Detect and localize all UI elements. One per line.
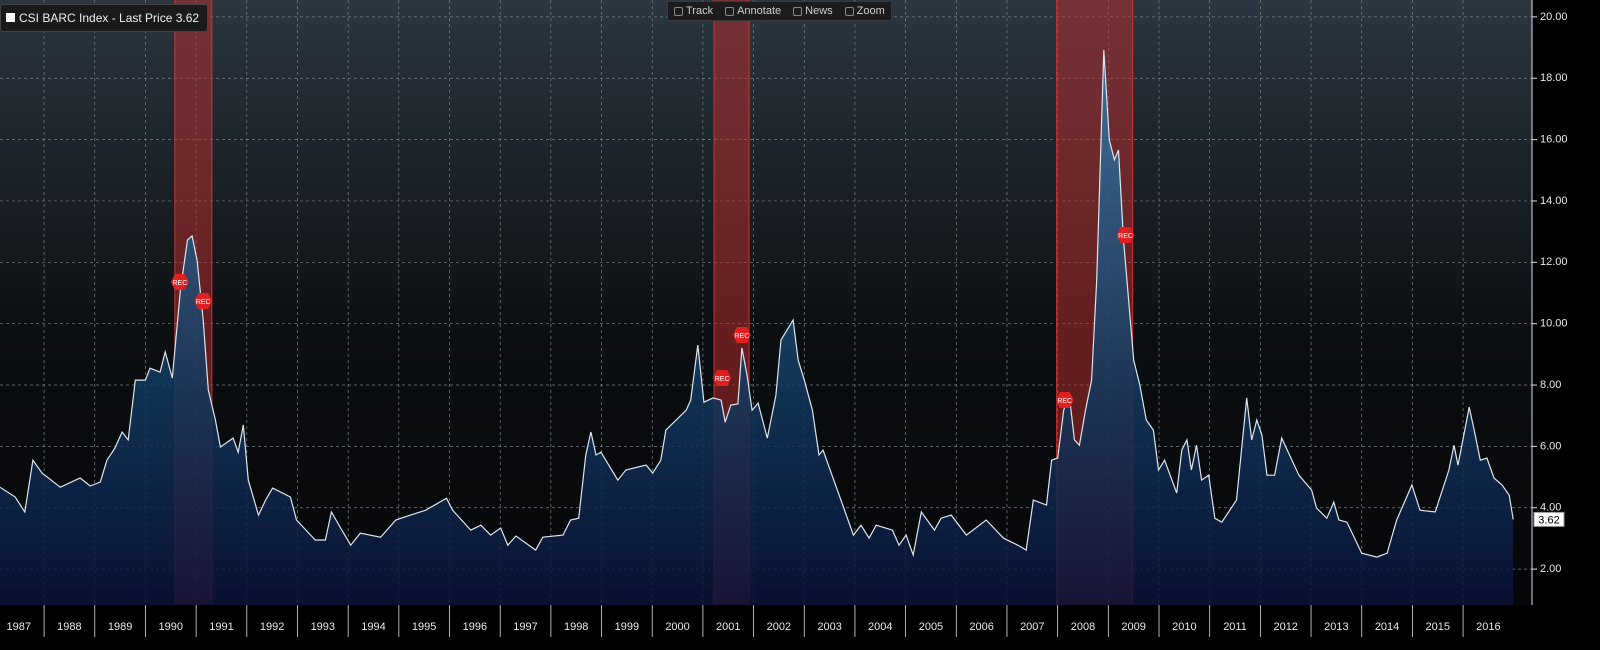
x-tick-label: 2003 [817, 621, 841, 633]
x-tick-label: 2002 [767, 621, 791, 633]
x-tick-label: 2016 [1476, 621, 1500, 633]
x-tick-label: 1993 [311, 621, 335, 633]
x-tick-label: 1987 [7, 621, 31, 633]
last-price-tag [1533, 511, 1565, 527]
x-tick-label: 2007 [1020, 621, 1044, 633]
x-axis-strip [0, 605, 1532, 637]
x-tick-label: 2000 [665, 621, 689, 633]
annotation-label: REC [196, 299, 211, 306]
x-tick-label: 2014 [1375, 621, 1399, 633]
x-tick-label: 2015 [1425, 621, 1449, 633]
x-tick-label: 2008 [1071, 621, 1095, 633]
y-tick-label: 10.00 [1540, 318, 1568, 330]
y-tick-label: 14.00 [1540, 195, 1568, 207]
toolbar: Track Annotate News Zoom [667, 1, 892, 21]
x-tick-label: 2010 [1172, 621, 1196, 633]
annotation-label: REC [735, 333, 750, 340]
toolbar-button[interactable]: News [787, 2, 839, 20]
x-tick-label: 2006 [969, 621, 993, 633]
x-tick-label: 2001 [716, 621, 740, 633]
x-tick-label: 2011 [1223, 621, 1247, 633]
annotation-label: REC [1057, 398, 1072, 405]
y-tick-label: 18.00 [1540, 72, 1568, 84]
x-tick-label: 2012 [1273, 621, 1297, 633]
x-tick-label: 1999 [615, 621, 639, 633]
x-tick-label: 1994 [361, 621, 385, 633]
x-tick-label: 1998 [564, 621, 588, 633]
x-tick-label: 1989 [108, 621, 132, 633]
x-tick-label: 1995 [412, 621, 436, 633]
area [0, 50, 1514, 605]
toolbar-button[interactable]: Annotate [719, 2, 787, 20]
x-tick-label: 2009 [1121, 621, 1145, 633]
x-tick-label: 1991 [209, 621, 233, 633]
x-tick-label: 1990 [159, 621, 183, 633]
x-tick-label: 1997 [513, 621, 537, 633]
annotation-flag [1055, 392, 1074, 409]
x-tick-label: 1992 [260, 621, 284, 633]
toolbar-button[interactable]: Zoom [839, 2, 891, 20]
y-tick-label: 4.00 [1540, 502, 1561, 514]
annotation-label: REC [1118, 233, 1133, 240]
y-tick-label: 6.00 [1540, 440, 1561, 452]
y-tick-label: 12.00 [1540, 256, 1568, 268]
annotation-flag [732, 327, 751, 344]
annotation-label: REC [173, 280, 188, 287]
line [0, 49, 1514, 558]
toolbar-button[interactable]: Track [668, 2, 719, 20]
x-tick-label: 1988 [57, 621, 81, 633]
last-price-label: 3.62 [1538, 514, 1559, 526]
annotation-flag [713, 369, 732, 386]
annotation-flag [194, 292, 213, 309]
x-tick-label: 2005 [919, 621, 943, 633]
legend[interactable]: CSI BARC Index - Last Price 3.62 [0, 4, 209, 32]
y-tick-label: 16.00 [1540, 133, 1568, 145]
y-tick-label: 2.00 [1540, 563, 1561, 575]
x-tick-label: 2013 [1324, 621, 1348, 633]
y-tick-label: 20.00 [1540, 11, 1568, 23]
x-tick-label: 1996 [463, 621, 487, 633]
x-tick-label: 2004 [868, 621, 892, 633]
y-tick-label: 8.00 [1540, 379, 1561, 391]
annotation-flag [1116, 227, 1135, 244]
annotation-label: REC [715, 376, 730, 383]
annotation-flag [170, 273, 189, 290]
